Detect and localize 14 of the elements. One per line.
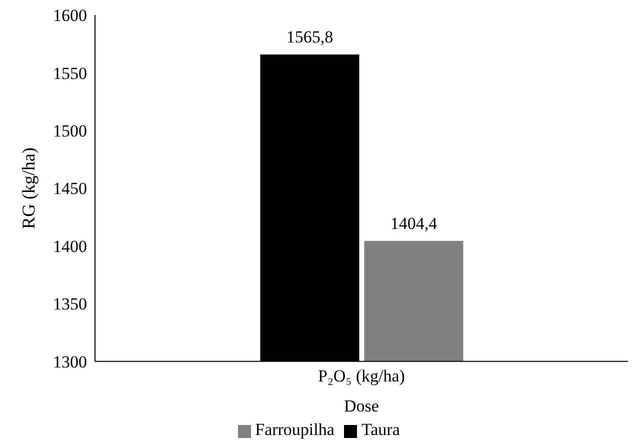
y-tick-label: 1350 [53, 294, 87, 314]
legend-label: Farroupilha [255, 420, 334, 440]
legend-label: Taura [361, 420, 400, 440]
y-tick-label: 1400 [53, 236, 87, 256]
y-tick-label: 1500 [53, 122, 87, 141]
x-axis-title: Dose [344, 396, 379, 416]
y-tick-label: 1300 [53, 352, 87, 372]
data-label: 1565,8 [286, 27, 334, 46]
data-label: 1404,4 [390, 214, 438, 233]
y-tick-label: 1450 [53, 179, 87, 198]
y-tick-label: 1600 [53, 6, 87, 26]
x-tick-label: P₂O₅ (kg/ha) [318, 366, 405, 386]
y-tick-label: 1550 [53, 64, 87, 83]
y-axis-title: RG (kg/ha) [18, 147, 38, 229]
